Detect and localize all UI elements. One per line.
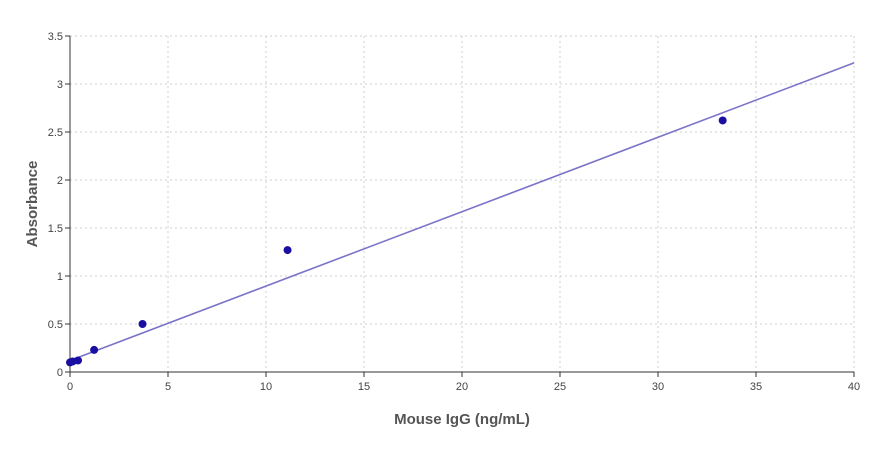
y-tick-label: 3 xyxy=(57,79,63,91)
data-point xyxy=(283,246,292,255)
x-tick-label: 20 xyxy=(456,381,468,393)
x-tick-label: 25 xyxy=(554,381,566,393)
x-tick-label: 15 xyxy=(358,381,370,393)
fit-line xyxy=(69,62,855,362)
y-tick-label: 2.5 xyxy=(48,127,63,139)
x-tick-label: 10 xyxy=(260,381,272,393)
data-point xyxy=(718,116,727,125)
y-axis-title: Absorbance xyxy=(24,161,41,248)
y-ticks: 0 0.5 1 1.5 2 2.5 3 3.5 xyxy=(48,31,70,379)
y-tick-label: 3.5 xyxy=(48,31,63,43)
series xyxy=(66,62,855,367)
x-tick-label: 5 xyxy=(165,381,171,393)
x-tick-label: 30 xyxy=(652,381,664,393)
data-point xyxy=(90,345,99,354)
x-tick-label: 0 xyxy=(67,381,73,393)
y-tick-label: 2 xyxy=(57,175,63,187)
y-tick-label: 0.5 xyxy=(48,319,63,331)
y-tick-label: 1 xyxy=(57,271,63,283)
data-point xyxy=(138,320,147,328)
grid xyxy=(70,35,855,372)
x-ticks: 0 5 10 15 20 25 30 35 40 xyxy=(67,372,860,393)
y-tick-label: 1.5 xyxy=(48,223,63,235)
x-tick-label: 35 xyxy=(750,381,762,393)
x-tick-label: 40 xyxy=(848,381,860,393)
data-point xyxy=(74,356,83,365)
x-axis-title: Mouse IgG (ng/mL) xyxy=(394,411,530,428)
y-tick-label: 0 xyxy=(57,367,63,379)
